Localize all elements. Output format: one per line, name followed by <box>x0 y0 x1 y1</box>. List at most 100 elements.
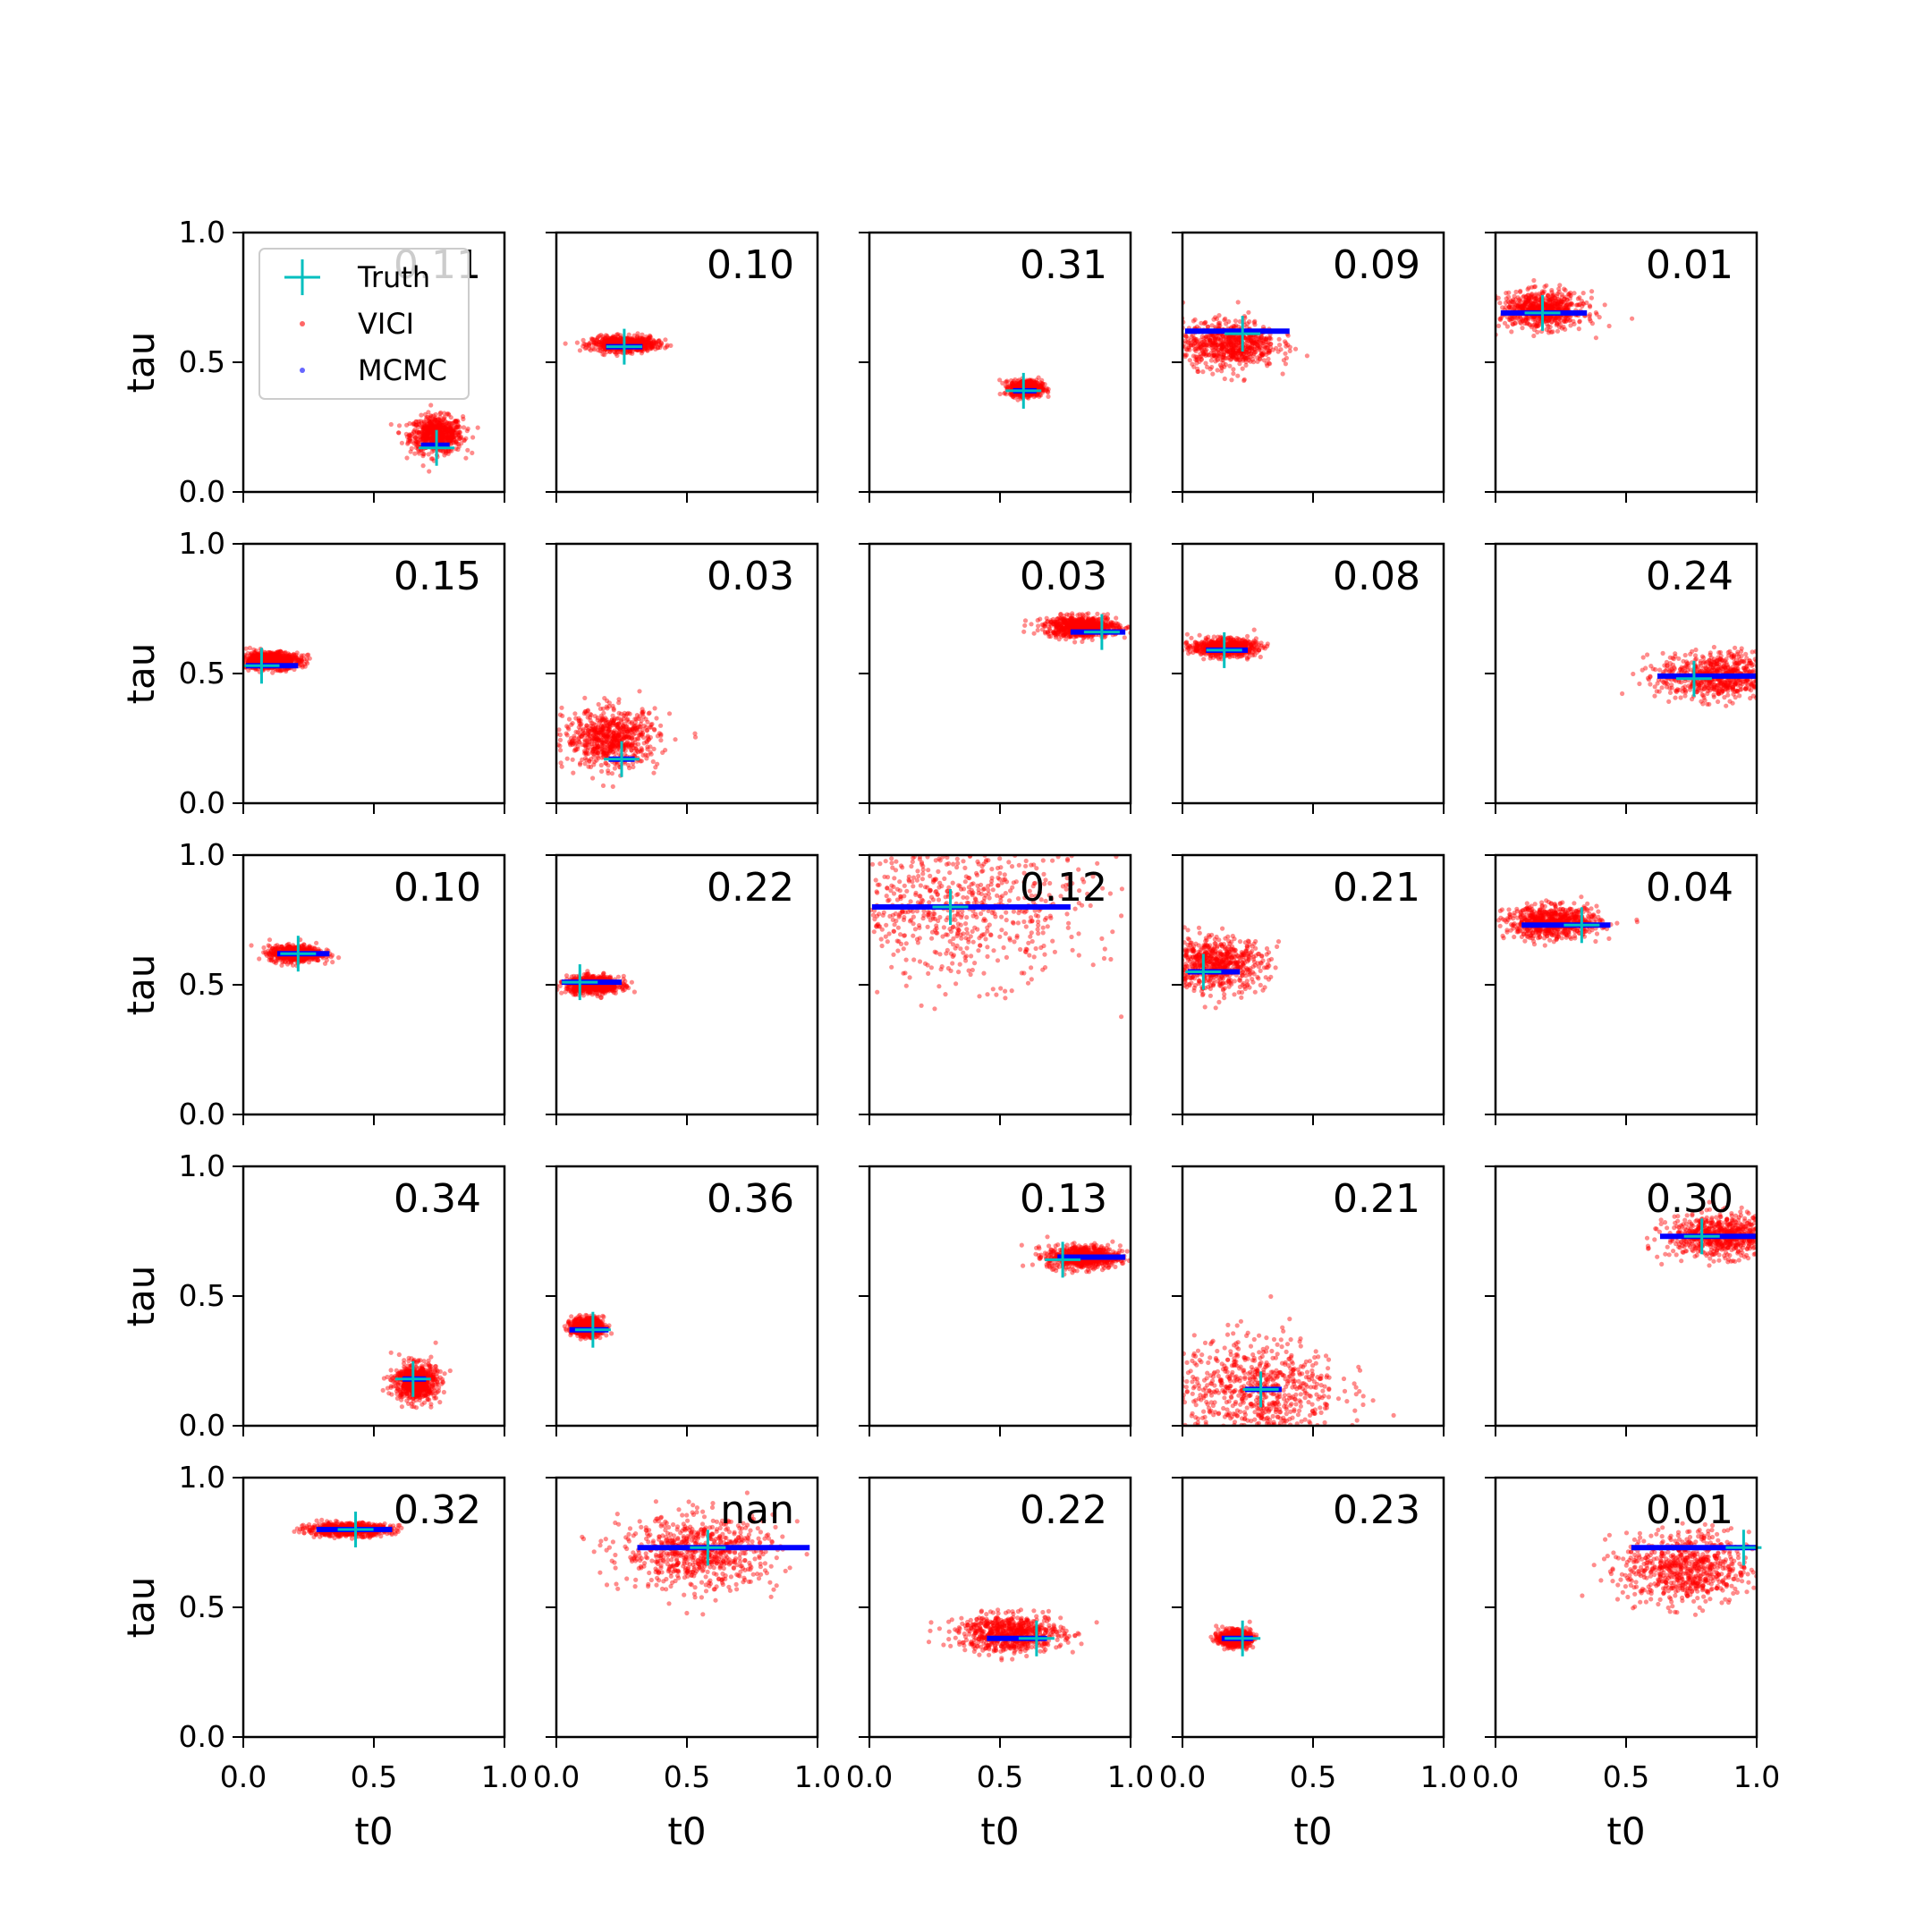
vici-point <box>557 712 564 717</box>
vici-point <box>1256 343 1261 349</box>
vici-point <box>423 431 428 436</box>
vici-point <box>1248 336 1253 342</box>
vici-point <box>636 339 642 344</box>
vici-point <box>584 343 589 348</box>
vici-point <box>1186 343 1191 350</box>
vici-point <box>635 336 640 342</box>
truth-marker <box>606 328 642 365</box>
vici-point <box>1284 355 1289 360</box>
vici-point <box>436 423 441 428</box>
vici-point <box>437 438 443 444</box>
vici-point <box>430 436 436 442</box>
vici-point <box>1224 355 1230 361</box>
vici-point <box>629 338 634 343</box>
vici-point <box>1209 323 1215 328</box>
vici-point <box>638 339 643 344</box>
vici-point <box>411 421 416 427</box>
vici-point <box>388 421 394 428</box>
vici-point <box>411 430 417 436</box>
vici-point <box>1226 352 1232 357</box>
vici-point <box>1210 371 1216 377</box>
vici-point <box>445 436 451 441</box>
vici-point <box>638 337 643 343</box>
vici-point <box>643 344 648 350</box>
vici-point <box>443 429 448 435</box>
vici-point <box>1252 347 1258 352</box>
vici-point <box>1229 345 1234 351</box>
vici-point <box>457 424 462 430</box>
vici-point <box>1028 384 1033 389</box>
vici-point <box>1030 384 1035 389</box>
vici-point <box>1030 383 1036 388</box>
vici-point <box>1028 383 1033 388</box>
vici-point <box>299 653 304 658</box>
vici-point <box>424 435 429 440</box>
vici-point <box>630 349 635 354</box>
vici-point <box>1034 380 1039 386</box>
vici-point <box>433 424 438 429</box>
vici-point <box>1547 324 1553 330</box>
vici-point <box>593 343 599 348</box>
vici-point <box>452 430 457 436</box>
vici-point <box>1530 303 1535 309</box>
vici-point <box>1208 367 1213 372</box>
vici-point <box>436 429 442 435</box>
vici-point <box>1233 342 1239 347</box>
vici-point <box>1236 353 1242 359</box>
vici-point <box>419 436 425 442</box>
vici-point <box>451 435 456 440</box>
vici-point <box>1251 351 1257 356</box>
vici-point <box>420 425 426 430</box>
vici-point <box>428 428 434 434</box>
vici-point <box>1506 294 1512 300</box>
vici-point <box>1568 323 1573 328</box>
vici-point <box>657 338 662 343</box>
vici-point <box>423 436 428 442</box>
vici-point <box>1032 384 1038 389</box>
vici-point <box>1196 343 1201 350</box>
vici-point <box>1247 319 1252 325</box>
vici-point <box>1032 384 1038 389</box>
vici-point <box>631 338 636 343</box>
vici-point <box>1216 351 1222 356</box>
vici-point <box>638 724 643 730</box>
vici-point <box>563 341 568 346</box>
vici-point <box>445 451 451 456</box>
vici-point <box>1199 348 1205 353</box>
vici-point <box>440 432 445 437</box>
vici-point <box>1038 381 1045 386</box>
vici-point <box>1028 384 1033 389</box>
vici-point <box>1231 342 1236 347</box>
vici-point <box>643 339 648 344</box>
vici-point <box>1218 343 1224 348</box>
vici-point <box>628 340 634 345</box>
vici-point <box>646 335 651 341</box>
vici-point <box>625 729 631 734</box>
vici-point <box>1212 336 1217 342</box>
vici-point <box>1191 343 1197 349</box>
vici-point <box>663 345 668 351</box>
vici-point <box>1025 394 1030 400</box>
vici-point <box>1211 351 1216 356</box>
vici-point <box>430 437 436 443</box>
vici-point <box>644 346 649 352</box>
vici-point <box>454 436 460 441</box>
vici-point <box>1211 335 1216 341</box>
vici-point <box>449 430 454 436</box>
vici-point <box>1218 337 1224 343</box>
vici-point <box>601 741 606 746</box>
vici-point <box>1184 352 1190 358</box>
vici-point <box>1193 357 1199 362</box>
vici-point <box>614 339 620 344</box>
vici-point <box>606 768 611 774</box>
vici-point <box>640 340 646 345</box>
vici-point <box>1035 391 1040 396</box>
vici-point <box>1563 287 1568 293</box>
vici-point <box>445 449 451 454</box>
vici-point <box>1215 343 1220 348</box>
vici-point <box>430 423 436 429</box>
vici-point <box>1187 347 1192 352</box>
vici-point <box>1258 357 1263 362</box>
vici-point <box>423 436 428 442</box>
vici-point <box>1219 343 1224 349</box>
